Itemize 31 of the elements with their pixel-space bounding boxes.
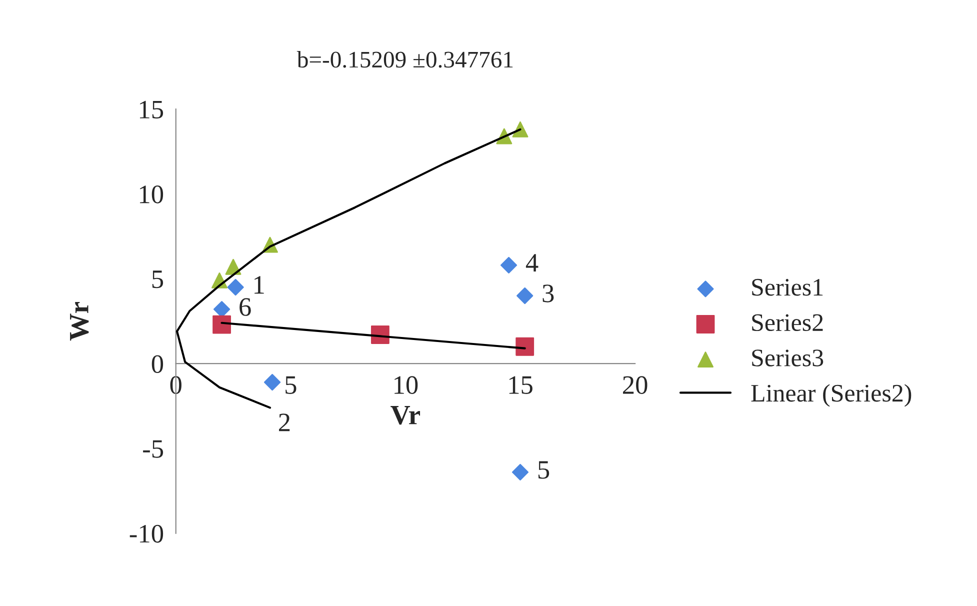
point (516, 337, 534, 356)
x-tick-label: 0 (170, 376, 182, 394)
point (227, 278, 244, 296)
legend-label: Series1 (752, 278, 823, 296)
x-tick-label: 15 (509, 376, 532, 394)
annotation: 2 (279, 414, 290, 432)
chart-title: b=-0.15209 ±0.347761 (296, 51, 513, 68)
annotation: 3 (542, 284, 554, 302)
y-tick-label: 5 (152, 270, 164, 288)
y-axis-title: Wr (70, 302, 89, 341)
point (516, 287, 534, 304)
legend-label: Series3 (752, 350, 824, 366)
point (212, 315, 231, 334)
y-tick-label: 15 (140, 100, 164, 118)
y-tick-label: -5 (143, 440, 164, 458)
x-tick-label: 5 (286, 376, 296, 394)
legend-label: Series2 (752, 314, 823, 332)
y-tick-label: 10 (140, 186, 164, 204)
point (512, 464, 529, 480)
point (500, 256, 518, 274)
x-tick-label: 10 (394, 376, 418, 394)
x-axis-title: Vr (390, 406, 420, 425)
annotation: 5 (538, 461, 550, 479)
y-tick-label: -10 (130, 524, 164, 543)
annotation: 1 (254, 276, 264, 294)
annotation: 4 (526, 254, 538, 272)
legend-label: Linear (Series2) (751, 384, 912, 407)
annotation: 6 (240, 298, 251, 316)
x-tick-label: 20 (623, 376, 648, 394)
y-tick-label: 0 (152, 355, 164, 374)
point (264, 374, 281, 391)
